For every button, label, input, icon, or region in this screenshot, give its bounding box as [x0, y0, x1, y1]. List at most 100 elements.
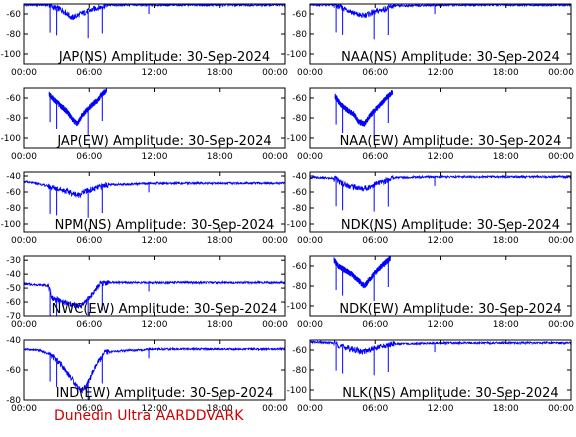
x-tick-label: 00:00 [297, 320, 323, 330]
y-tick-label: -100 [1, 50, 22, 60]
x-tick-label: 18:00 [493, 320, 519, 330]
x-tick-label: 18:00 [493, 404, 519, 414]
panel-title: NPM(NS) Amplitude: 30-Sep-2024 [55, 218, 275, 233]
x-tick-label: 00:00 [11, 68, 37, 78]
y-tick-label: -60 [6, 188, 21, 198]
trace-line [24, 346, 285, 394]
x-tick-label: 00:00 [297, 152, 323, 162]
y-tick-label: -40 [6, 270, 21, 280]
panel-title: JAP(NS) Amplitude: 30-Sep-2024 [58, 50, 270, 65]
y-tick-label: -40 [6, 336, 21, 346]
y-tick-label: -60 [6, 10, 21, 20]
x-tick-label: 12:00 [428, 236, 454, 246]
x-tick-label: 00:00 [262, 68, 288, 78]
y-tick-label: -60 [6, 94, 21, 104]
y-tick-label: -100 [287, 50, 308, 60]
x-tick-label: 06:00 [362, 68, 388, 78]
x-tick-label: 00:00 [548, 152, 574, 162]
x-tick-label: 18:00 [207, 68, 233, 78]
panel-title: NDK(NS) Amplitude: 30-Sep-2024 [341, 218, 560, 233]
y-tick-label: -80 [292, 204, 307, 214]
x-tick-label: 06:00 [76, 404, 102, 414]
y-tick-label: -80 [292, 282, 307, 292]
x-tick-label: 06:00 [76, 320, 102, 330]
x-tick-label: 00:00 [11, 320, 37, 330]
x-tick-label: 18:00 [493, 68, 519, 78]
x-tick-label: 12:00 [142, 152, 168, 162]
x-tick-label: 00:00 [262, 152, 288, 162]
x-tick-label: 06:00 [76, 236, 102, 246]
x-tick-label: 00:00 [548, 404, 574, 414]
y-tick-label: -30 [6, 256, 21, 266]
y-tick-label: -70 [6, 312, 21, 322]
panel-0: -100 -80 -60 00:00 06:00 12:00 18:00 00:00 JAP(N… [1, 3, 288, 78]
x-tick-label: 12:00 [428, 404, 454, 414]
panel-title: IND(EW) Amplitude: 30-Sep-2024 [56, 386, 274, 401]
panel-title: JAP(EW) Amplitude: 30-Sep-2024 [56, 134, 271, 149]
x-tick-label: 18:00 [493, 236, 519, 246]
x-tick-label: 12:00 [428, 320, 454, 330]
panel-1: -100 -80 -60 00:00 06:00 12:00 18:00 00:00 NAA(N… [287, 3, 574, 78]
y-tick-label: -40 [292, 172, 307, 182]
trace-line [48, 88, 107, 127]
x-tick-label: 00:00 [548, 236, 574, 246]
x-tick-label: 06:00 [362, 152, 388, 162]
x-tick-label: 06:00 [76, 68, 102, 78]
panel-8: -80 -60 -40 00:00 06:00 12:00 18:00 00:00 IND(EW… [6, 336, 288, 414]
x-tick-label: 12:00 [142, 404, 168, 414]
panel-6: -70 -60 -50 -40 -30 00:00 06:00 12:00 18:00 00:00… [6, 255, 288, 330]
y-tick-label: -80 [292, 366, 307, 376]
trace-line [24, 279, 285, 309]
y-tick-label: -60 [6, 298, 21, 308]
y-tick-label: -60 [292, 262, 307, 272]
y-tick-label: -80 [6, 114, 21, 124]
x-tick-label: 18:00 [207, 236, 233, 246]
panel-3: -100 -80 -60 00:00 06:00 12:00 18:00 00:00 NAA(E… [287, 87, 574, 162]
y-tick-label: -80 [292, 114, 307, 124]
x-tick-label: 00:00 [11, 152, 37, 162]
y-tick-label: -100 [287, 386, 308, 396]
panel-title: NAA(EW) Amplitude: 30-Sep-2024 [340, 134, 562, 149]
y-tick-label: -80 [6, 396, 21, 406]
x-tick-label: 12:00 [142, 320, 168, 330]
panel-4: -100 -80 -60 -40 00:00 06:00 12:00 18:00 00:00 NP… [1, 171, 288, 246]
x-tick-label: 00:00 [11, 236, 37, 246]
panel-2: -100 -80 -60 00:00 06:00 12:00 18:00 00:00 JAP(E… [1, 87, 288, 162]
trace-line [333, 256, 391, 289]
panel-5: -100 -80 -60 -40 00:00 06:00 12:00 18:00 00:00 ND… [287, 171, 574, 246]
x-tick-label: 00:00 [297, 404, 323, 414]
credit-label: Dunedin Ultra AARDDVARK [54, 408, 244, 424]
x-tick-label: 06:00 [76, 152, 102, 162]
x-tick-label: 00:00 [262, 236, 288, 246]
y-tick-label: -60 [292, 346, 307, 356]
x-tick-label: 00:00 [548, 320, 574, 330]
panel-title: NLK(NS) Amplitude: 30-Sep-2024 [342, 386, 558, 401]
y-tick-label: -80 [292, 30, 307, 40]
y-tick-label: -80 [6, 204, 21, 214]
x-tick-label: 00:00 [297, 236, 323, 246]
y-tick-label: -100 [287, 302, 308, 312]
y-tick-label: -60 [292, 10, 307, 20]
x-tick-label: 00:00 [262, 404, 288, 414]
x-tick-label: 12:00 [428, 152, 454, 162]
x-tick-label: 12:00 [142, 236, 168, 246]
y-tick-label: -100 [287, 134, 308, 144]
panel-9: -100 -80 -60 00:00 06:00 12:00 18:00 00:00 NLK(N… [287, 339, 574, 414]
trace-line [310, 174, 571, 192]
x-tick-label: 18:00 [207, 404, 233, 414]
y-tick-label: -40 [6, 172, 21, 182]
y-tick-label: -100 [1, 220, 22, 230]
panel-title: NDK(EW) Amplitude: 30-Sep-2024 [339, 302, 561, 317]
y-tick-label: -60 [6, 366, 21, 376]
x-tick-label: 00:00 [262, 320, 288, 330]
y-tick-label: -50 [6, 284, 21, 294]
panel-7: -100 -80 -60 00:00 06:00 12:00 18:00 00:00 NDK(E… [287, 255, 574, 330]
panel-title: NWC(EW) Amplitude: 30-Sep-2024 [52, 302, 278, 317]
x-tick-label: 18:00 [493, 152, 519, 162]
trace-line [24, 180, 285, 199]
y-tick-label: -100 [1, 134, 22, 144]
x-tick-label: 06:00 [362, 320, 388, 330]
x-tick-label: 06:00 [362, 236, 388, 246]
